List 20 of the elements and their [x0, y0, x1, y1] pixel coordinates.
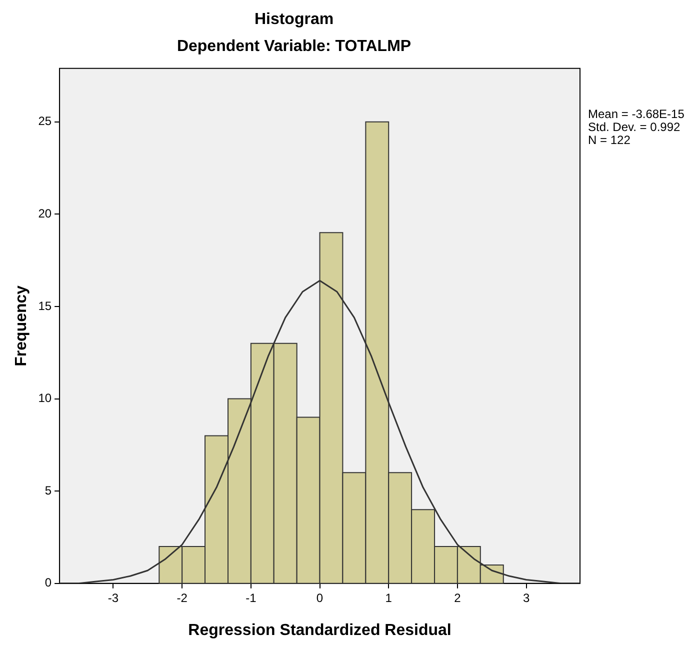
- y-tick-label: 25: [38, 114, 52, 128]
- y-axis-title: Frequency: [13, 285, 30, 366]
- x-tick-label: 2: [454, 590, 462, 605]
- text: Mean = -3.68E-15: [588, 107, 684, 121]
- y-tick-label: 0: [44, 576, 52, 590]
- y-tick-label: 5: [44, 483, 52, 498]
- x-tick-label: 0: [316, 590, 324, 605]
- chart-subtitle: Dependent Variable: TOTALMP: [176, 38, 412, 56]
- x-tick-label: -3: [108, 590, 119, 605]
- y-tick-label: 20: [38, 206, 52, 221]
- x-axis-title: Regression Standardized Residual: [188, 622, 452, 639]
- x-tick-label: -2: [176, 590, 188, 605]
- x-tick-label: -1: [246, 590, 257, 605]
- x-tick-label: 3: [522, 590, 530, 605]
- text: Std. Dev. = 0.992: [588, 120, 682, 134]
- chart-title: Histogram: [254, 11, 334, 28]
- x-tick-label: 1: [385, 590, 392, 605]
- y-tick-label: 10: [38, 391, 52, 406]
- y-tick-label: 15: [38, 298, 52, 313]
- text: N = 122: [588, 133, 632, 147]
